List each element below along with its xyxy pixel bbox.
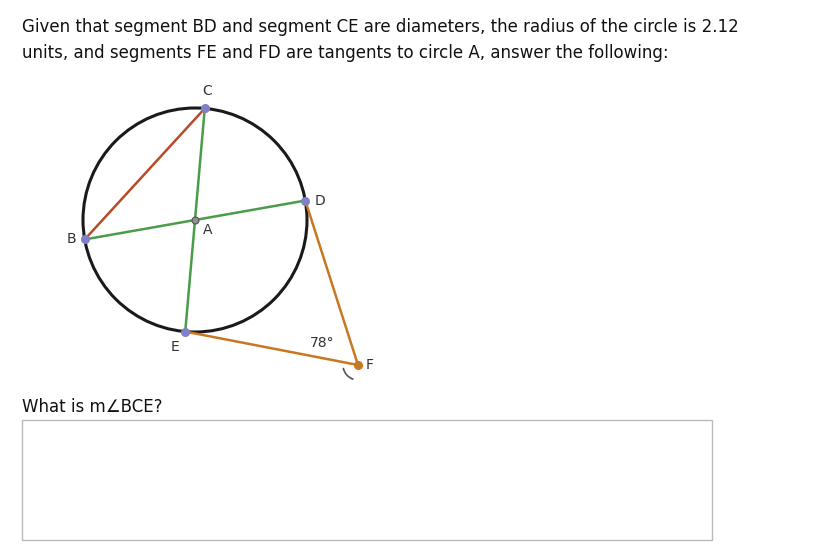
- Text: F: F: [366, 358, 374, 372]
- Text: C: C: [202, 84, 212, 98]
- Text: Given that segment BD and segment CE are diameters, the radius of the circle is : Given that segment BD and segment CE are…: [22, 18, 738, 63]
- Text: E: E: [170, 339, 179, 354]
- FancyBboxPatch shape: [22, 420, 711, 540]
- Text: 78°: 78°: [309, 336, 334, 350]
- Text: A: A: [203, 223, 213, 237]
- Text: B: B: [67, 233, 77, 247]
- Text: What is m∠BCE?: What is m∠BCE?: [22, 398, 162, 416]
- Text: D: D: [314, 193, 325, 207]
